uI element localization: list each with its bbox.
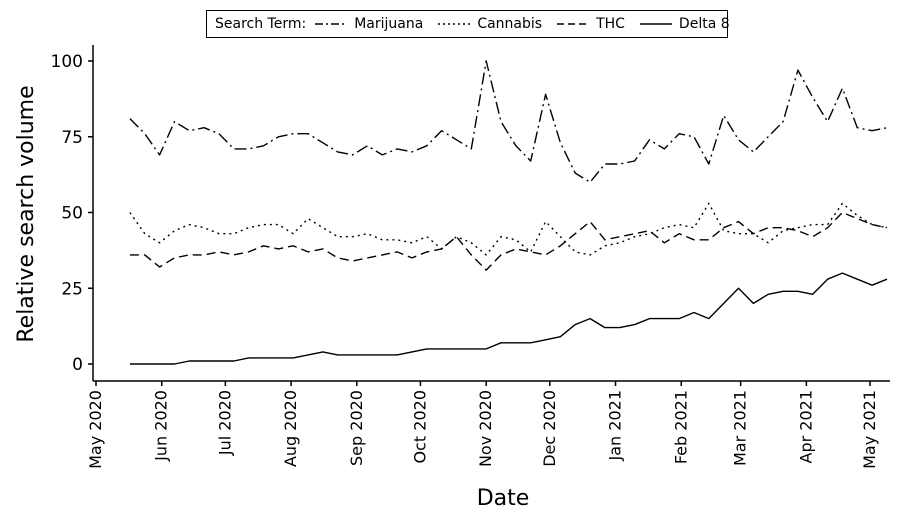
x-tick-label: Mar 2021	[731, 390, 750, 466]
series-line-marijuana	[129, 60, 888, 183]
x-tick-label: Nov 2020	[476, 390, 495, 467]
series-line-delta-8	[129, 272, 888, 365]
y-axis-label: Relative search volume	[14, 85, 39, 342]
x-tick-label: Apr 2021	[796, 390, 815, 463]
legend-swatch-cannabis	[438, 23, 471, 25]
legend: Search Term: Marijuana Cannabis THC Delt…	[206, 10, 730, 38]
x-axis-label: Date	[477, 486, 530, 509]
y-axis-ticks: 0 25 50 75 100	[51, 52, 93, 375]
y-tick-label: 25	[61, 279, 83, 299]
series-lines	[129, 60, 888, 365]
x-tick-label: Aug 2020	[281, 390, 300, 467]
legend-item-cannabis: Cannabis	[437, 16, 542, 32]
series-line-cannabis	[129, 202, 888, 256]
legend-item-delta-8: Delta 8	[639, 16, 730, 32]
series-line-thc	[129, 211, 888, 271]
legend-swatch-delta-8	[639, 23, 672, 25]
legend-item-thc: THC	[556, 16, 625, 32]
axes	[92, 45, 890, 382]
x-tick-label: Dec 2020	[540, 390, 559, 467]
y-tick-label: 75	[61, 128, 83, 148]
x-axis-ticks: May 2020 Jun 2020 Jul 2020 Aug 2020 Sep 2020…	[86, 381, 879, 469]
x-tick-label: May 2020	[86, 390, 105, 469]
legend-swatch-thc	[557, 23, 590, 25]
legend-label-delta-8: Delta 8	[678, 16, 730, 32]
legend-swatch-marijuana	[315, 23, 348, 25]
legend-title: Search Term:	[215, 16, 307, 32]
x-tick-label: Sep 2020	[347, 390, 366, 466]
x-tick-label: Feb 2021	[671, 390, 690, 464]
legend-label-thc: THC	[596, 16, 625, 32]
x-tick-label: Oct 2020	[410, 390, 429, 463]
x-tick-label: May 2021	[860, 390, 879, 469]
y-tick-label: 0	[72, 355, 83, 375]
y-tick-label: 50	[61, 204, 83, 224]
x-tick-label: Jun 2020	[152, 390, 171, 462]
legend-label-cannabis: Cannabis	[477, 16, 543, 32]
x-tick-label: Jan 2021	[606, 390, 625, 461]
y-tick-label: 100	[51, 52, 83, 72]
legend-label-marijuana: Marijuana	[354, 16, 424, 32]
legend-item-marijuana: Marijuana	[314, 16, 423, 32]
x-tick-label: Jul 2020	[215, 390, 234, 456]
